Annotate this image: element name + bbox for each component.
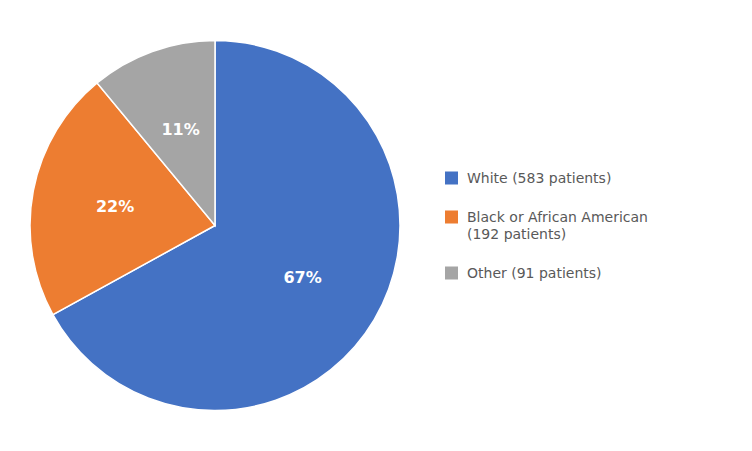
data-labels: 67% 22% 11% (96, 120, 322, 287)
legend-swatch (445, 172, 458, 185)
data-label: 11% (161, 120, 199, 139)
chart: 67% 22% 11% White (583 patients) Black or Af… (0, 0, 752, 451)
legend-swatch (445, 267, 458, 280)
data-label: 67% (283, 268, 321, 287)
legend-item: Other (91 patients) (445, 265, 602, 281)
legend-swatch (445, 211, 458, 224)
data-label: 22% (96, 197, 134, 216)
legend: White (583 patients) Black or African Ame… (445, 170, 648, 281)
legend-item: Black or African American(192 patients) (445, 209, 648, 242)
legend-item: White (583 patients) (445, 170, 611, 186)
legend-label: Black or African American(192 patients) (467, 209, 648, 242)
legend-label: Other (91 patients) (467, 265, 602, 281)
legend-label: White (583 patients) (467, 170, 611, 186)
pie (30, 41, 400, 411)
